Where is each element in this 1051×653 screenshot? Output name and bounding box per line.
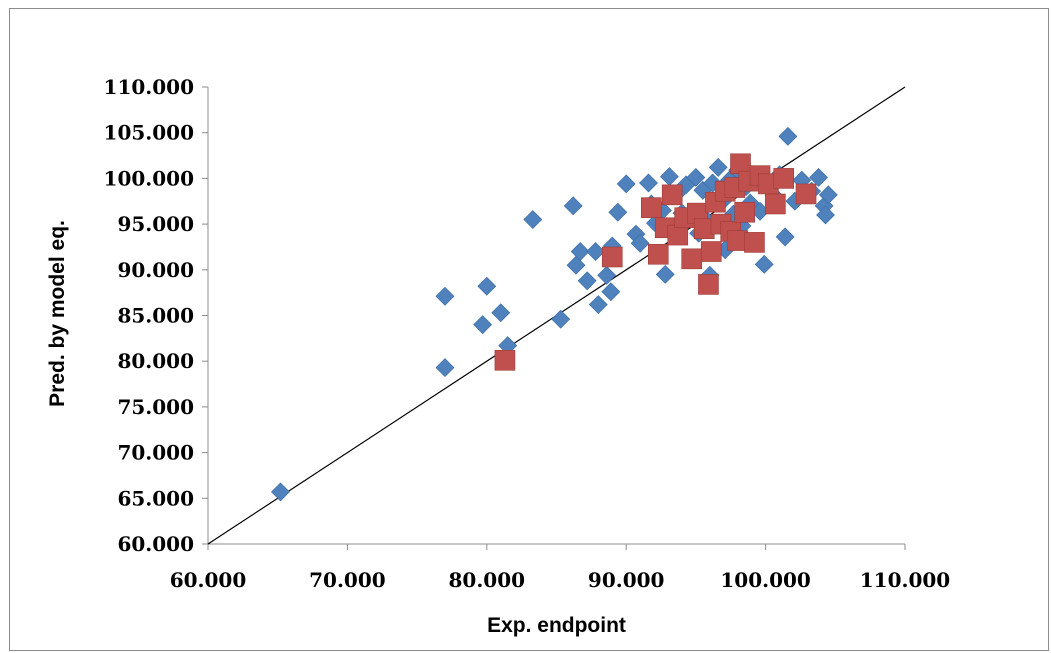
y-tick-label: 80.000 (117, 349, 194, 373)
data-point-square (661, 184, 683, 206)
data-point-diamond (686, 168, 706, 187)
data-point-diamond (608, 202, 628, 222)
x-tick-label: 60.000 (170, 568, 247, 592)
data-point-diamond (435, 358, 455, 378)
y-tick-label: 105.000 (104, 121, 194, 145)
data-point-square (647, 243, 669, 265)
data-point-square (730, 153, 751, 175)
y-tick-label: 70.000 (117, 441, 194, 465)
data-point-diamond (616, 174, 636, 194)
y-tick-label: 95.000 (117, 212, 194, 236)
data-point-diamond (639, 173, 658, 193)
data-point-square (765, 193, 786, 215)
plot-area: 60.000 70.000 80.000 90.000 100.000 110.000 6… (104, 75, 951, 592)
data-point-diamond (708, 158, 728, 177)
data-point-diamond (818, 185, 838, 205)
data-point-diamond (655, 264, 675, 284)
data-point-square (494, 349, 516, 371)
y-tick-label: 65.000 (117, 486, 194, 510)
data-point-diamond (523, 210, 543, 229)
y-tick-label: 100.000 (104, 166, 194, 190)
data-point-diamond (778, 126, 798, 146)
data-point-square (795, 183, 817, 205)
data-point-diamond (477, 276, 497, 296)
y-tick-label: 85.000 (117, 304, 194, 328)
series-2 (494, 153, 817, 371)
data-point-diamond (816, 205, 835, 225)
data-point-diamond (754, 254, 774, 274)
data-point-diamond (563, 196, 583, 216)
data-point-diamond (630, 233, 650, 253)
data-point-diamond (551, 309, 571, 329)
x-axis-ticks: 60.000 70.000 80.000 90.000 100.000 110.000 (170, 544, 950, 592)
data-point-diamond (601, 282, 621, 302)
data-point-diamond (435, 286, 455, 306)
data-point-diamond (586, 242, 605, 261)
x-tick-label: 70.000 (309, 568, 386, 592)
y-tick-label: 90.000 (117, 258, 194, 282)
data-point-square (640, 197, 662, 218)
x-tick-label: 90.000 (588, 568, 665, 592)
data-point-square (773, 168, 795, 189)
x-tick-label: 100.000 (720, 568, 810, 592)
data-point-diamond (491, 303, 511, 323)
data-point-diamond (659, 167, 679, 186)
data-point-diamond (566, 255, 586, 275)
data-point-square (734, 201, 755, 223)
x-axis-title: Exp. endpoint (487, 614, 626, 637)
series-layer (271, 126, 838, 502)
x-tick-label: 80.000 (449, 568, 526, 592)
data-point-diamond (597, 265, 617, 285)
y-tick-label: 60.000 (117, 532, 194, 556)
data-point-diamond (577, 271, 597, 291)
data-point-diamond (570, 242, 590, 261)
y-tick-label: 75.000 (117, 395, 194, 419)
data-point-square (744, 232, 765, 253)
data-point-diamond (473, 315, 493, 335)
data-point-diamond (775, 227, 795, 247)
data-point-square (667, 224, 689, 246)
y-axis-title: Pred. by model eq. (46, 220, 69, 407)
data-point-diamond (588, 295, 608, 314)
y-tick-label: 110.000 (104, 75, 194, 99)
data-point-square (681, 248, 703, 270)
x-tick-label: 110.000 (860, 568, 950, 592)
data-point-square (700, 241, 722, 262)
y-axis-ticks: 60.000 65.000 70.000 75.000 80.000 85.000 90.0… (104, 75, 208, 556)
data-point-diamond (271, 482, 290, 502)
data-point-square (698, 274, 719, 295)
data-point-square (601, 246, 623, 268)
data-point-diamond (809, 168, 828, 187)
